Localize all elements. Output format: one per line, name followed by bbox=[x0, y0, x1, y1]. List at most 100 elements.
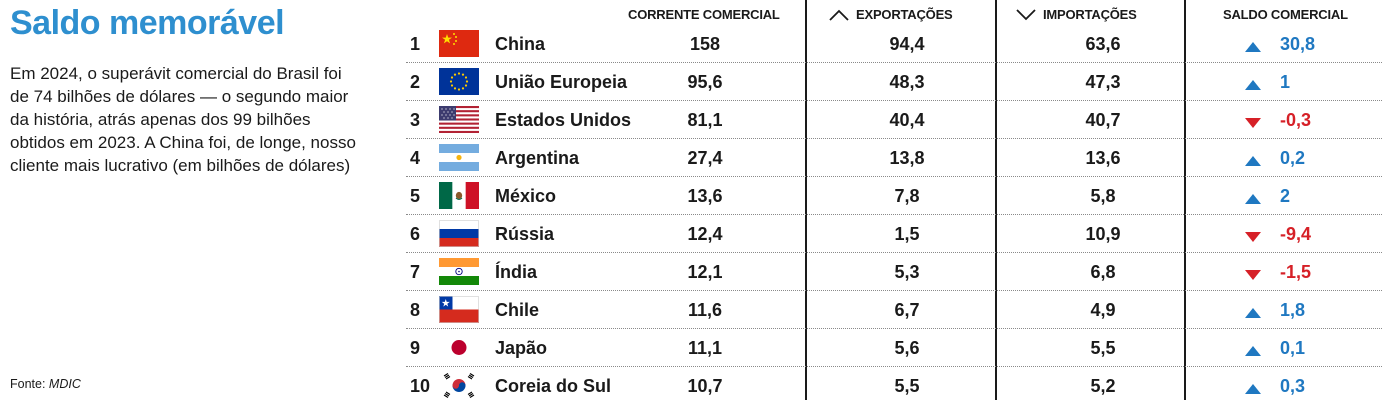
exportacoes-value: 1,5 bbox=[894, 224, 920, 244]
flag-india-icon bbox=[439, 258, 479, 285]
column-divider bbox=[805, 0, 807, 400]
saldo-comercial-value: 0,2 bbox=[1280, 148, 1306, 168]
table-row: 10 Coreia do Sul 10,7 5,5 5,2 0,3 bbox=[406, 367, 1382, 405]
row-rank: 7 bbox=[410, 262, 421, 282]
row-rank: 3 bbox=[410, 110, 421, 130]
row-rank: 5 bbox=[410, 186, 421, 206]
flag-chile-icon bbox=[439, 296, 479, 323]
triangle-down-icon bbox=[1245, 232, 1261, 242]
saldo-comercial-value: 0,3 bbox=[1280, 376, 1306, 396]
column-divider bbox=[1184, 0, 1186, 400]
importacoes-value: 47,3 bbox=[1085, 72, 1121, 92]
table-row: 8 Chile 11,6 6,7 4,9 1,8 bbox=[406, 291, 1382, 329]
row-rank: 2 bbox=[410, 72, 421, 92]
row-separator bbox=[406, 176, 1382, 177]
row-rank: 10 bbox=[410, 376, 431, 396]
corrente-comercial-value: 10,7 bbox=[687, 376, 723, 396]
flag-russia-icon bbox=[439, 220, 479, 247]
triangle-up-icon bbox=[1245, 80, 1261, 90]
importacoes-value: 10,9 bbox=[1085, 224, 1121, 244]
row-separator bbox=[406, 62, 1382, 63]
row-separator bbox=[406, 252, 1382, 253]
header-corrente-comercial: CORRENTE COMERCIAL bbox=[628, 7, 780, 22]
table-header: CORRENTE COMERCIAL EXPORTAÇÕES IMPORTAÇÕ… bbox=[0, 7, 1382, 27]
saldo-comercial-cell: 1,8 bbox=[1231, 291, 1381, 329]
chevron-up-icon bbox=[829, 9, 849, 21]
exportacoes-value: 6,7 bbox=[894, 300, 920, 320]
column-divider bbox=[995, 0, 997, 400]
saldo-comercial-cell: 30,8 bbox=[1231, 25, 1381, 63]
corrente-comercial-value: 158 bbox=[689, 34, 721, 54]
intro-panel: Saldo memorável Em 2024, o superávit com… bbox=[10, 0, 370, 400]
country-name: Rússia bbox=[495, 224, 555, 244]
table-row: 2 União Europeia 95,6 48,3 47,3 1 bbox=[406, 63, 1382, 101]
chevron-down-icon bbox=[1016, 8, 1036, 20]
flag-china-icon bbox=[439, 30, 479, 57]
row-separator bbox=[406, 290, 1382, 291]
page-title: Saldo memorável bbox=[10, 4, 285, 42]
saldo-comercial-cell: -1,5 bbox=[1231, 253, 1381, 291]
saldo-comercial-value: 30,8 bbox=[1280, 34, 1316, 54]
saldo-comercial-cell: 2 bbox=[1231, 177, 1381, 215]
saldo-comercial-value: 1,8 bbox=[1280, 300, 1306, 320]
row-separator bbox=[406, 100, 1382, 101]
exportacoes-value: 5,3 bbox=[894, 262, 920, 282]
saldo-comercial-cell: 0,1 bbox=[1231, 329, 1381, 367]
saldo-comercial-cell: -0,3 bbox=[1231, 101, 1381, 139]
saldo-comercial-value: -0,3 bbox=[1280, 110, 1312, 130]
header-exportacoes: EXPORTAÇÕES bbox=[828, 7, 953, 22]
row-separator bbox=[406, 138, 1382, 139]
exportacoes-value: 94,4 bbox=[889, 34, 925, 54]
country-name: Coreia do Sul bbox=[495, 376, 612, 396]
saldo-comercial-cell: 1 bbox=[1231, 63, 1381, 101]
importacoes-value: 40,7 bbox=[1085, 110, 1121, 130]
saldo-comercial-cell: 0,2 bbox=[1231, 139, 1381, 177]
description-text: Em 2024, o superávit comercial do Brasil… bbox=[10, 64, 356, 175]
row-rank: 1 bbox=[410, 34, 421, 54]
triangle-down-icon bbox=[1245, 270, 1261, 280]
corrente-comercial-value: 12,4 bbox=[687, 224, 723, 244]
importacoes-value: 4,9 bbox=[1090, 300, 1116, 320]
flag-mexico-icon bbox=[439, 182, 479, 209]
importacoes-value: 13,6 bbox=[1085, 148, 1121, 168]
country-name: México bbox=[495, 186, 557, 206]
header-importacoes: IMPORTAÇÕES bbox=[1015, 7, 1137, 22]
table-row: 3 Estados Unidos 81,1 40,4 40,7 -0,3 bbox=[406, 101, 1382, 139]
corrente-comercial-value: 95,6 bbox=[687, 72, 723, 92]
triangle-down-icon bbox=[1245, 118, 1261, 128]
header-saldo-comercial: SALDO COMERCIAL bbox=[1223, 7, 1348, 22]
table-row: 1 China 158 94,4 63,6 30,8 bbox=[406, 25, 1382, 63]
exportacoes-value: 13,8 bbox=[889, 148, 925, 168]
exportacoes-value: 5,5 bbox=[894, 376, 920, 396]
corrente-comercial-value: 12,1 bbox=[687, 262, 723, 282]
triangle-up-icon bbox=[1245, 308, 1261, 318]
source-label: Fonte: bbox=[10, 377, 49, 391]
row-rank: 9 bbox=[410, 338, 421, 358]
exportacoes-value: 48,3 bbox=[889, 72, 925, 92]
source-note: Fonte: MDIC bbox=[10, 377, 81, 391]
triangle-up-icon bbox=[1245, 156, 1261, 166]
flag-united-states-icon bbox=[439, 106, 479, 133]
exportacoes-value: 5,6 bbox=[894, 338, 920, 358]
flag-japan-icon bbox=[439, 334, 479, 361]
corrente-comercial-value: 11,6 bbox=[687, 300, 723, 320]
saldo-comercial-value: 1 bbox=[1280, 72, 1291, 92]
country-name: Estados Unidos bbox=[495, 110, 632, 130]
saldo-comercial-value: 2 bbox=[1280, 186, 1291, 206]
saldo-comercial-value: 0,1 bbox=[1280, 338, 1306, 358]
importacoes-value: 5,8 bbox=[1090, 186, 1116, 206]
corrente-comercial-value: 81,1 bbox=[687, 110, 723, 130]
triangle-up-icon bbox=[1245, 346, 1261, 356]
country-name: Argentina bbox=[495, 148, 580, 168]
importacoes-value: 5,5 bbox=[1090, 338, 1116, 358]
row-rank: 4 bbox=[410, 148, 421, 168]
saldo-comercial-cell: 0,3 bbox=[1231, 367, 1381, 405]
importacoes-value: 5,2 bbox=[1090, 376, 1116, 396]
header-label: EXPORTAÇÕES bbox=[856, 7, 953, 22]
saldo-comercial-value: -1,5 bbox=[1280, 262, 1312, 282]
row-separator bbox=[406, 214, 1382, 215]
saldo-comercial-cell: -9,4 bbox=[1231, 215, 1381, 253]
corrente-comercial-value: 11,1 bbox=[687, 338, 723, 358]
triangle-up-icon bbox=[1245, 384, 1261, 394]
header-label: SALDO COMERCIAL bbox=[1223, 7, 1348, 22]
